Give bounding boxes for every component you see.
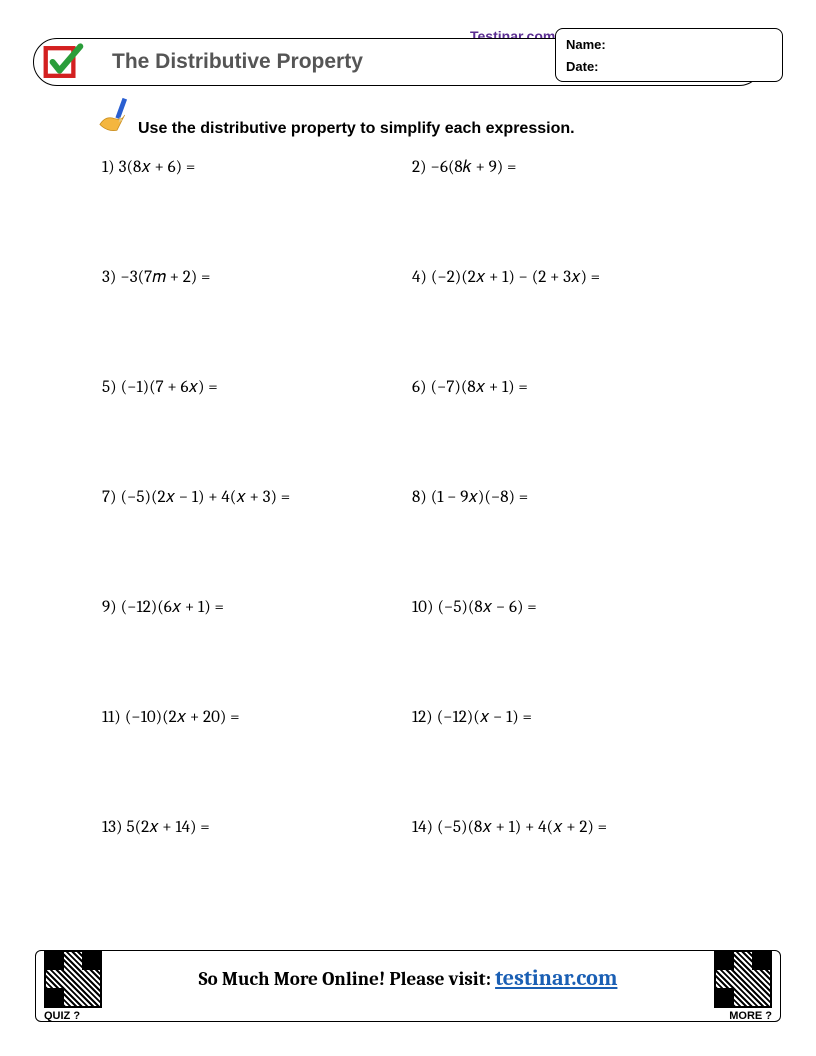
- checkbox-icon: [42, 43, 84, 81]
- footer-link[interactable]: testinar.com: [495, 965, 617, 991]
- quiz-label: QUIZ ?: [44, 1010, 80, 1022]
- instructions-text: Use the distributive property to simplif…: [138, 120, 575, 138]
- more-label: MORE ?: [729, 1010, 772, 1022]
- problem-1: 1)3(8𝑥 + 6) =: [102, 158, 412, 268]
- problems-grid: 1)3(8𝑥 + 6) = 2)−6(8𝑘 + 9) = 3)−3(7𝑚 + 2…: [102, 158, 722, 928]
- problem-2: 2)−6(8𝑘 + 9) =: [412, 158, 722, 268]
- problem-8: 8)(1 − 9𝑥)(−8) =: [412, 488, 722, 598]
- date-label: Date:: [566, 59, 772, 74]
- problem-4: 4)(−2)(2𝑥 + 1) − (2 + 3𝑥) =: [412, 268, 722, 378]
- pencil-hand-icon: [98, 96, 136, 134]
- footer-text: So Much More Online! Please visit: testi…: [102, 965, 714, 1007]
- qr-code-more: [714, 950, 772, 1008]
- problem-11: 11)(−10)(2𝑥 + 20) =: [102, 708, 412, 818]
- worksheet-title: The Distributive Property: [112, 50, 363, 74]
- name-date-box: Name: Date:: [555, 28, 783, 82]
- problem-7: 7)(−5)(2𝑥 − 1) + 4(𝑥 + 3) =: [102, 488, 412, 598]
- name-label: Name:: [566, 37, 772, 52]
- problem-10: 10)(−5)(8𝑥 − 6) =: [412, 598, 722, 708]
- problem-5: 5)(−1)(7 + 6𝑥) =: [102, 378, 412, 488]
- problem-9: 9)(−12)(6𝑥 + 1) =: [102, 598, 412, 708]
- footer-box: QUIZ ? So Much More Online! Please visit…: [35, 950, 781, 1022]
- problem-13: 13)5(2𝑥 + 14) =: [102, 818, 412, 928]
- problem-3: 3)−3(7𝑚 + 2) =: [102, 268, 412, 378]
- problem-12: 12)(−12)(𝑥 − 1) =: [412, 708, 722, 818]
- problem-14: 14)(−5)(8𝑥 + 1) + 4(𝑥 + 2) =: [412, 818, 722, 928]
- problem-6: 6)(−7)(8𝑥 + 1) =: [412, 378, 722, 488]
- qr-code-quiz: [44, 950, 102, 1008]
